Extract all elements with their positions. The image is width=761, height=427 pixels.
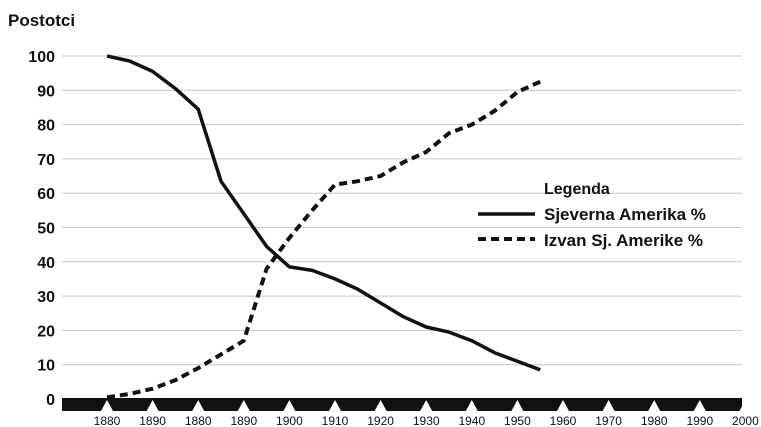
y-tick-label: 90: [37, 83, 55, 100]
x-axis-notch: [420, 400, 433, 411]
y-tick-label: 80: [37, 118, 55, 135]
x-tick-label: 1970: [595, 414, 622, 427]
x-axis-notch: [693, 400, 706, 411]
y-axis-title: Postotci: [8, 11, 75, 30]
x-axis-notch: [283, 400, 296, 411]
x-tick-label: 1990: [686, 414, 713, 427]
legend-label-sjeverna-amerika: Sjeverna Amerika %: [544, 205, 706, 224]
grid-lines: [62, 55, 742, 366]
x-axis-band: [62, 398, 752, 411]
series-lines: [106, 54, 542, 400]
y-tick-label: 40: [37, 255, 55, 272]
series-line-sjeverna-amerika: [106, 54, 541, 372]
x-axis-notch: [602, 400, 615, 411]
x-axis-notch: [329, 400, 341, 411]
y-tick-label: 60: [37, 186, 55, 203]
x-tick-label: 1890: [230, 414, 257, 427]
y-tick-label: 10: [37, 358, 55, 375]
x-tick-label: 1880: [94, 414, 121, 427]
x-tick-label: 1950: [504, 414, 531, 427]
legend-title: Legenda: [544, 181, 610, 198]
x-axis-bar: [62, 398, 742, 411]
y-tick-label: 100: [28, 49, 55, 66]
x-axis-notch: [648, 400, 661, 411]
x-tick-label: 2000: [732, 414, 759, 427]
y-tick-label: 20: [37, 323, 55, 340]
legend: Legenda Sjeverna Amerika % Izvan Sj. Ame…: [478, 181, 706, 250]
x-axis-notch: [557, 400, 569, 411]
y-tick-labels: 0 10 20 30 40 50 60 70 80 90 100: [28, 49, 55, 409]
series-line-izvan-sj-amerike: [106, 79, 542, 400]
y-tick-label: 30: [37, 289, 55, 306]
x-axis-notch: [511, 400, 524, 411]
x-axis-notch: [465, 400, 478, 411]
x-axis-notch: [739, 400, 752, 411]
x-tick-label: 1940: [458, 414, 485, 427]
x-tick-label: 1960: [550, 414, 577, 427]
x-tick-label: 1900: [276, 414, 303, 427]
x-tick-label: 1920: [367, 414, 394, 427]
x-axis-notch: [237, 400, 250, 411]
x-axis-notch: [101, 400, 113, 411]
legend-label-izvan-sj-amerike: Izvan Sj. Amerike %: [544, 231, 703, 250]
x-tick-label: 1980: [641, 414, 668, 427]
x-axis-notch: [146, 400, 159, 411]
y-tick-label: 0: [46, 392, 55, 409]
x-tick-label: 1910: [322, 414, 349, 427]
x-tick-labels: 1880 1890 1880 1890 1900 1910 1920 1930 1940 1950…: [94, 414, 759, 427]
x-axis-notch: [374, 400, 387, 411]
y-tick-label: 70: [37, 152, 55, 169]
x-axis-notch: [192, 400, 205, 411]
y-tick-label: 50: [37, 221, 55, 238]
x-tick-label: 1880: [185, 414, 212, 427]
x-tick-label: 1890: [139, 414, 166, 427]
x-tick-label: 1930: [413, 414, 440, 427]
